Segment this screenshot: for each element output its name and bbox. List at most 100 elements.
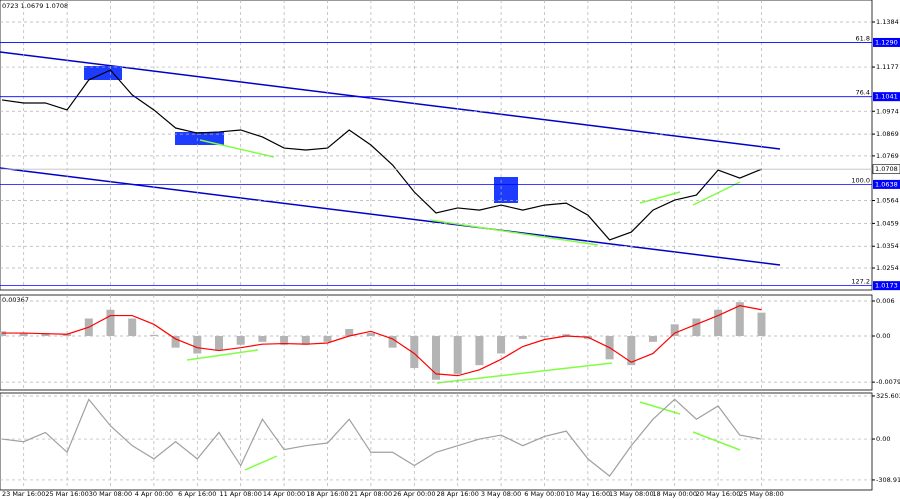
x-tick-label: 25 May 08:00 xyxy=(739,490,784,498)
bar xyxy=(540,335,549,338)
bar xyxy=(518,335,527,339)
divergence-line xyxy=(429,219,599,246)
bar xyxy=(193,335,202,354)
x-tick-label: 25 Mar 16:00 xyxy=(45,490,88,498)
divergence-line xyxy=(186,349,259,361)
macd-panel xyxy=(0,294,873,391)
divergence-line xyxy=(436,362,613,384)
last-price-label: 1.0708 xyxy=(875,165,898,173)
x-tick-label: 20 May 16:00 xyxy=(696,490,741,498)
bar xyxy=(453,335,462,374)
bar xyxy=(41,333,50,336)
price-header: 0723 1.0679 1.0708 xyxy=(2,2,68,10)
bar xyxy=(432,335,440,380)
bar xyxy=(19,333,28,336)
price-box xyxy=(873,179,900,189)
fib-level-price: 1.0173 xyxy=(875,282,898,290)
bar xyxy=(562,334,571,336)
divergence-line xyxy=(639,401,681,415)
bar xyxy=(497,335,506,354)
x-tick-label: 6 May 00:00 xyxy=(524,490,564,498)
series-line xyxy=(2,305,762,377)
y-tick-label: 1.0354 xyxy=(876,242,899,250)
price-box xyxy=(873,37,900,47)
series-line xyxy=(1,69,762,241)
y-tick-label: 1.0769 xyxy=(876,152,899,160)
bar xyxy=(171,335,180,348)
divergence-line xyxy=(692,181,741,206)
bar xyxy=(323,335,332,342)
x-tick-label: 28 Apr 16:00 xyxy=(437,490,479,498)
bar xyxy=(128,318,137,336)
y-tick-label: -308.915 xyxy=(876,476,900,484)
x-tick-label: 3 May 08:00 xyxy=(481,490,521,498)
bar xyxy=(410,335,419,369)
zone-box xyxy=(175,132,224,145)
bar xyxy=(106,309,115,336)
bar xyxy=(215,335,223,351)
macd-header: 0.00367 xyxy=(2,296,29,304)
fib-level-price: 1.1290 xyxy=(875,38,898,46)
y-tick-label: 1.0564 xyxy=(876,197,899,205)
y-tick-label: 1.1384 xyxy=(876,18,899,26)
x-tick-label: 11 Apr 08:00 xyxy=(220,490,262,498)
cci-panel xyxy=(0,392,873,491)
bar xyxy=(149,334,158,336)
bar xyxy=(301,335,310,345)
annotations xyxy=(0,51,781,471)
x-tick-label: 18 Apr 16:00 xyxy=(306,490,348,498)
zone-box xyxy=(494,177,518,203)
bar xyxy=(388,335,397,348)
fib-level-name: 100.0 xyxy=(851,176,870,184)
bar xyxy=(345,328,354,336)
bar xyxy=(258,335,267,342)
y-tick-label: 1.0459 xyxy=(876,219,899,227)
x-tick-label: 14 Apr 00:00 xyxy=(263,490,305,498)
fib-level-price: 1.1041 xyxy=(875,93,898,101)
x-tick-label: 30 Mar 08:00 xyxy=(89,490,132,498)
y-tick-label: 0.00 xyxy=(876,332,890,340)
bar xyxy=(735,302,744,336)
bar xyxy=(714,309,723,336)
y-tick-label: 0.00 xyxy=(876,435,890,443)
main-panel xyxy=(0,0,873,291)
y-tick-label: 1.0974 xyxy=(876,107,899,115)
fib-level-name: 76.4 xyxy=(856,89,870,97)
x-tick-label: 10 May 16:00 xyxy=(566,490,611,498)
price-box xyxy=(873,92,900,102)
bar xyxy=(280,335,289,345)
channel-upper xyxy=(0,51,781,150)
x-tick-label: 18 May 00:00 xyxy=(652,490,697,498)
price-box xyxy=(873,281,900,291)
bar xyxy=(63,334,72,336)
x-tick-label: 21 Apr 08:00 xyxy=(350,490,392,498)
x-tick-label: 26 Apr 00:00 xyxy=(393,490,435,498)
bar xyxy=(649,335,657,342)
y-tick-label: 0.006 xyxy=(876,297,895,305)
divergence-line xyxy=(639,191,681,204)
y-tick-label: -0.00791 xyxy=(876,378,900,386)
bar xyxy=(236,335,245,345)
price-box xyxy=(872,164,900,174)
x-tick-label: 13 May 08:00 xyxy=(609,490,654,498)
x-tick-label: 23 Mar 16:00 xyxy=(2,490,45,498)
bar xyxy=(757,312,766,336)
fib-level-name: 61.8 xyxy=(856,34,870,42)
x-tick-label: 4 Apr 00:00 xyxy=(135,490,173,498)
fib-level-price: 1.0638 xyxy=(875,180,898,188)
x-tick-label: 6 Apr 16:00 xyxy=(178,490,216,498)
y-tick-label: 1.0254 xyxy=(876,264,899,272)
y-tick-label: 1.1177 xyxy=(876,63,899,71)
bar xyxy=(670,324,679,336)
divergence-line xyxy=(199,139,275,158)
bar xyxy=(366,333,375,336)
y-tick-label: 1.0869 xyxy=(876,130,899,138)
bar xyxy=(692,318,701,336)
divergence-line xyxy=(244,455,278,471)
divergence-line xyxy=(692,431,741,451)
channel-lower xyxy=(0,167,781,266)
fib-level-name: 127.2 xyxy=(851,278,870,286)
series-line xyxy=(1,398,762,477)
y-tick-label: 325.6039 xyxy=(876,392,900,400)
